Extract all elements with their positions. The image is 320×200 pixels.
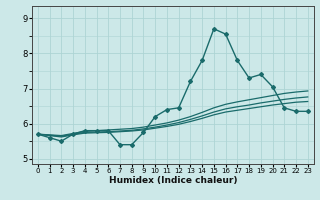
X-axis label: Humidex (Indice chaleur): Humidex (Indice chaleur) [108,176,237,185]
